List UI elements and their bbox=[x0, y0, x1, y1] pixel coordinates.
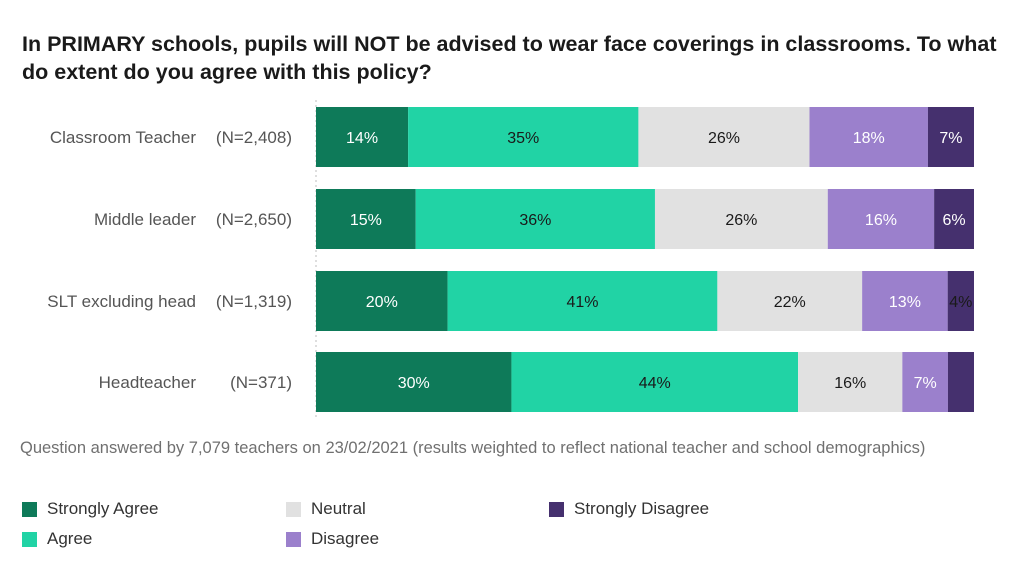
bar-strongly-disagree-middle-leader bbox=[934, 189, 974, 249]
row-n-slt-excluding-head: (N=1,319) bbox=[216, 292, 292, 311]
data-label-disagree-slt-excluding-head: 13% bbox=[889, 294, 921, 311]
legend-swatch-strongly-disagree bbox=[549, 501, 564, 517]
data-label-neutral-slt-excluding-head: 22% bbox=[774, 294, 806, 311]
data-label-strongly-agree-middle-leader: 15% bbox=[350, 212, 382, 229]
legend-item-neutral: Neutral bbox=[286, 497, 366, 521]
legend-label-disagree: Disagree bbox=[311, 529, 380, 548]
bar-strongly-agree-middle-leader bbox=[316, 189, 416, 249]
legend-item-strongly-agree: Strongly Agree bbox=[22, 497, 159, 521]
bar-strongly-agree-classroom-teacher bbox=[316, 107, 409, 167]
legend-swatch-neutral bbox=[286, 501, 301, 517]
data-label-disagree-classroom-teacher: 18% bbox=[853, 130, 885, 147]
legend-label-strongly-agree: Strongly Agree bbox=[47, 499, 159, 518]
row-label-slt-excluding-head: SLT excluding head bbox=[47, 292, 196, 311]
stacked-bar-chart: Classroom Teacher (N=2,408) 14% 35% 26% 18% 7%… bbox=[47, 100, 974, 418]
bar-neutral-slt-excluding-head bbox=[717, 271, 863, 331]
chart-title: In PRIMARY schools, pupils will NOT be a… bbox=[22, 32, 997, 84]
bar-agree-middle-leader bbox=[415, 189, 655, 249]
bar-strongly-disagree-slt-excluding-head bbox=[947, 271, 974, 331]
bar-disagree-middle-leader bbox=[827, 189, 935, 249]
legend-swatch-strongly-agree bbox=[22, 501, 37, 517]
bar-strongly-disagree-headteacher bbox=[947, 352, 974, 412]
row-n-middle-leader: (N=2,650) bbox=[216, 210, 292, 229]
bar-strongly-agree-slt-excluding-head bbox=[316, 271, 448, 331]
legend-swatch-disagree bbox=[286, 531, 301, 547]
data-label-neutral-classroom-teacher: 26% bbox=[708, 130, 740, 147]
bar-agree-headteacher bbox=[511, 352, 799, 412]
row-label-middle-leader: Middle leader bbox=[94, 210, 196, 229]
data-label-agree-slt-excluding-head: 41% bbox=[566, 294, 598, 311]
legend-swatch-agree bbox=[22, 531, 37, 547]
data-label-agree-headteacher: 44% bbox=[639, 375, 671, 392]
row-n-classroom-teacher: (N=2,408) bbox=[216, 128, 292, 147]
bar-agree-slt-excluding-head bbox=[447, 271, 718, 331]
legend-label-agree: Agree bbox=[47, 529, 93, 548]
data-label-disagree-headteacher: 7% bbox=[914, 375, 937, 392]
legend-item-strongly-disagree: Strongly Disagree bbox=[549, 497, 709, 521]
row-label-headteacher: Headteacher bbox=[99, 373, 197, 392]
bar-strongly-disagree-classroom-teacher bbox=[927, 107, 974, 167]
data-label-strongly-disagree-classroom-teacher: 7% bbox=[939, 130, 962, 147]
legend-label-neutral: Neutral bbox=[311, 499, 366, 518]
row-label-classroom-teacher: Classroom Teacher bbox=[50, 128, 196, 147]
chart-rows: Classroom Teacher (N=2,408) 14% 35% 26% 18% 7%… bbox=[47, 107, 974, 412]
data-label-disagree-middle-leader: 16% bbox=[865, 212, 897, 229]
row-n-headteacher: (N=371) bbox=[230, 373, 292, 392]
bar-neutral-classroom-teacher bbox=[638, 107, 810, 167]
data-label-agree-classroom-teacher: 35% bbox=[507, 130, 539, 147]
bar-disagree-slt-excluding-head bbox=[862, 271, 948, 331]
legend: Strongly Agree Agree Neutral Disagree Strong… bbox=[22, 497, 1012, 557]
data-label-strongly-agree-slt-excluding-head: 20% bbox=[366, 294, 398, 311]
data-label-strongly-disagree-slt-excluding-head: 4% bbox=[949, 294, 972, 311]
data-label-neutral-middle-leader: 26% bbox=[725, 212, 757, 229]
legend-label-strongly-disagree: Strongly Disagree bbox=[574, 499, 710, 518]
bar-agree-classroom-teacher bbox=[408, 107, 639, 167]
data-label-strongly-agree-classroom-teacher: 14% bbox=[346, 130, 378, 147]
legend-item-disagree: Disagree bbox=[286, 527, 379, 551]
bar-disagree-classroom-teacher bbox=[809, 107, 928, 167]
bar-neutral-headteacher bbox=[798, 352, 903, 412]
bar-disagree-headteacher bbox=[902, 352, 948, 412]
footnote: Question answered by 7,079 teachers on 2… bbox=[20, 439, 926, 457]
data-label-strongly-agree-headteacher: 30% bbox=[398, 375, 430, 392]
legend-item-agree: Agree bbox=[22, 527, 92, 551]
bar-strongly-agree-headteacher bbox=[316, 352, 512, 412]
data-label-neutral-headteacher: 16% bbox=[834, 375, 866, 392]
bar-neutral-middle-leader bbox=[654, 189, 828, 249]
data-label-agree-middle-leader: 36% bbox=[519, 212, 551, 229]
data-label-strongly-disagree-middle-leader: 6% bbox=[942, 212, 965, 229]
